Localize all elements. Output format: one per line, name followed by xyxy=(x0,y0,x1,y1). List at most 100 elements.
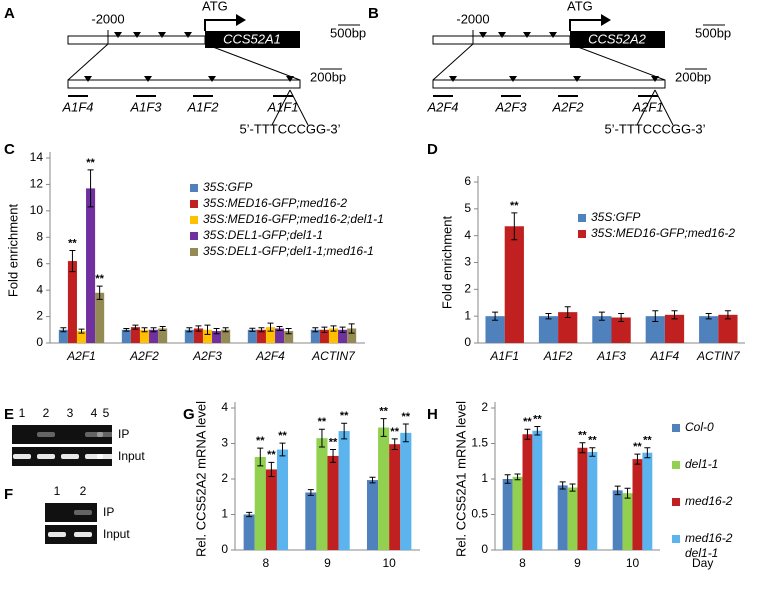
error-bar xyxy=(285,327,292,335)
lane-label: 2 xyxy=(80,484,87,498)
fragment-label: A1F2 xyxy=(186,99,219,114)
significance: ** xyxy=(68,237,77,249)
legend-swatch xyxy=(190,232,198,240)
y-axis-label: Fold enrichment xyxy=(5,204,20,298)
error-bar xyxy=(589,447,596,457)
fragment-label: A2F4 xyxy=(426,99,458,114)
motif-lines xyxy=(271,89,309,126)
significance: ** xyxy=(86,157,95,169)
bar xyxy=(149,329,159,343)
gel-row-label: IP xyxy=(118,427,129,441)
bar xyxy=(389,444,401,550)
arrow-head xyxy=(601,14,611,26)
y-axis-label: Rel. CCS52A2 mRNA level xyxy=(193,401,208,557)
error-bar xyxy=(258,327,265,333)
bar xyxy=(276,449,289,550)
bar xyxy=(538,316,559,343)
y-tick-label: 6 xyxy=(464,174,471,188)
error-bar xyxy=(705,312,712,320)
bar xyxy=(512,476,523,550)
legend-label: 35S:MED16-GFP;med16-2 xyxy=(203,196,347,210)
error-bar xyxy=(312,327,319,333)
y-tick-label: 2 xyxy=(481,400,488,414)
x-tick-label: A2F3 xyxy=(192,349,222,363)
motif: 5’-TTTCCCGG-3’ xyxy=(604,121,705,136)
y-tick-label: 12 xyxy=(30,177,44,191)
bar xyxy=(347,328,357,343)
bar xyxy=(256,329,266,343)
x-tick-label: 9 xyxy=(574,556,581,570)
y-tick-label: 0 xyxy=(464,335,471,349)
fragment-label: A1F1 xyxy=(266,99,298,114)
y-tick-label: 2 xyxy=(464,282,471,296)
error-bar xyxy=(514,473,521,481)
site-marker xyxy=(449,76,457,82)
significance: ** xyxy=(390,426,399,438)
y-tick-label: 0 xyxy=(221,542,228,556)
error-bar xyxy=(279,442,286,457)
x-tick-label: A1F2 xyxy=(543,349,573,363)
significance: ** xyxy=(578,430,587,442)
y-axis-label: Fold enrichment xyxy=(439,216,454,310)
tss-arrow xyxy=(204,19,236,31)
zoom-bar xyxy=(432,79,666,89)
bar xyxy=(718,314,738,343)
error-bar xyxy=(318,428,325,448)
gel-row-label: Input xyxy=(103,527,130,541)
x-tick-label: ACTIN7 xyxy=(311,349,356,363)
significance: ** xyxy=(588,435,597,447)
motif: 5’-TTTCCCGG-3’ xyxy=(239,121,340,136)
y-tick-label: 8 xyxy=(36,229,43,243)
error-bar xyxy=(249,327,256,332)
bar xyxy=(184,329,194,343)
error-bar xyxy=(511,212,518,241)
y-tick-label: 1 xyxy=(481,471,488,485)
motif-lines xyxy=(636,89,674,126)
y-tick-label: 6 xyxy=(36,256,43,270)
site-marker xyxy=(651,76,659,82)
bar xyxy=(193,328,203,343)
site-marker xyxy=(479,32,487,38)
scale-label: 500bp xyxy=(330,25,366,40)
bar xyxy=(558,312,578,343)
panel-label: A xyxy=(4,5,15,22)
error-bar xyxy=(564,306,571,319)
error-bar xyxy=(141,327,148,333)
fragment-label: A2F1 xyxy=(631,99,663,114)
error-bar xyxy=(78,328,85,334)
error-bar xyxy=(339,326,346,333)
panel-label: B xyxy=(368,5,379,22)
gel-image xyxy=(12,425,112,444)
bar xyxy=(587,452,598,550)
error-bar xyxy=(307,489,314,496)
legend-label: med16-2 xyxy=(685,494,733,508)
error-bar xyxy=(246,511,253,518)
significance: ** xyxy=(318,416,327,428)
significance: ** xyxy=(278,430,287,442)
bar xyxy=(327,455,339,550)
error-bar xyxy=(671,310,678,320)
legend-swatch xyxy=(190,184,198,192)
bar xyxy=(202,329,213,343)
error-bar xyxy=(644,447,651,459)
bar xyxy=(522,434,533,550)
significance: ** xyxy=(633,441,642,453)
error-bar xyxy=(257,447,264,467)
x-tick-label: A1F1 xyxy=(489,349,519,363)
legend-label: 35S:DEL1-GFP;del1-1;med16-1 xyxy=(203,244,374,258)
site-marker xyxy=(286,76,294,82)
error-bar xyxy=(69,250,76,273)
error-bar xyxy=(492,311,499,321)
significance: ** xyxy=(402,411,411,423)
panel-label: H xyxy=(427,406,438,423)
site-marker xyxy=(184,32,192,38)
site-marker xyxy=(144,76,152,82)
error-bar xyxy=(60,327,67,333)
legend-label: Col-0 xyxy=(685,420,714,434)
error-bar xyxy=(618,312,625,323)
gene-diagram: CCS52A1 -2000 ATG 500bp 200bp A1F4 A1F3 A1F2 A1F… xyxy=(61,0,366,136)
x-tick-label: 10 xyxy=(382,556,396,570)
y-tick-label: 1.5 xyxy=(471,436,488,450)
gene-box xyxy=(570,31,665,48)
gel-band xyxy=(37,432,55,437)
